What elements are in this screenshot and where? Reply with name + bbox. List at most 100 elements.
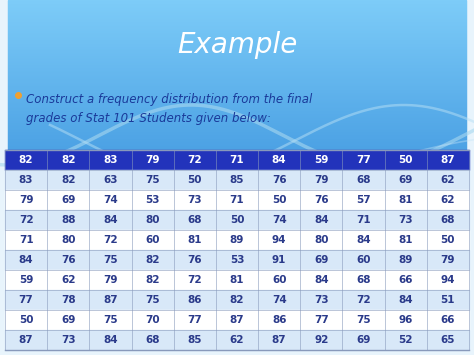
- Text: 80: 80: [314, 235, 328, 245]
- Text: 62: 62: [230, 335, 244, 345]
- Bar: [8, 48, 466, 49]
- Text: 77: 77: [314, 315, 329, 325]
- Bar: [8, 65, 466, 66]
- Text: 78: 78: [61, 295, 75, 305]
- Text: 84: 84: [356, 235, 371, 245]
- Bar: [8, 26, 466, 27]
- Text: 66: 66: [399, 275, 413, 285]
- Text: 73: 73: [399, 215, 413, 225]
- Bar: [8, 154, 466, 155]
- Bar: [8, 29, 466, 30]
- Bar: [8, 13, 466, 15]
- Bar: [8, 93, 466, 94]
- Text: 60: 60: [146, 235, 160, 245]
- Bar: [8, 50, 466, 51]
- Bar: [8, 161, 466, 162]
- Bar: [8, 113, 466, 114]
- Text: 91: 91: [272, 255, 286, 265]
- Bar: [8, 15, 466, 16]
- Text: 82: 82: [146, 255, 160, 265]
- Bar: [8, 21, 466, 22]
- Text: 71: 71: [356, 215, 371, 225]
- Text: 87: 87: [441, 155, 455, 165]
- Bar: [8, 111, 466, 113]
- Bar: [8, 76, 466, 77]
- Text: 77: 77: [187, 315, 202, 325]
- Bar: [8, 25, 466, 26]
- Bar: [8, 152, 466, 153]
- Bar: [8, 90, 466, 91]
- Bar: [8, 134, 466, 135]
- Text: 57: 57: [356, 195, 371, 205]
- Text: 68: 68: [356, 275, 371, 285]
- Bar: [8, 107, 466, 108]
- Text: Construct a frequency distribution from the final
grades of Stat 101 Students gi: Construct a frequency distribution from …: [26, 93, 312, 125]
- Bar: [8, 101, 466, 102]
- Text: 75: 75: [103, 315, 118, 325]
- Text: 88: 88: [61, 215, 75, 225]
- Text: 63: 63: [103, 175, 118, 185]
- Bar: [5, 330, 469, 350]
- Bar: [8, 170, 466, 171]
- Bar: [8, 168, 466, 169]
- Bar: [8, 169, 466, 170]
- Bar: [8, 7, 466, 8]
- Text: 72: 72: [356, 295, 371, 305]
- Bar: [8, 158, 466, 159]
- Text: 66: 66: [441, 315, 455, 325]
- Text: 50: 50: [399, 155, 413, 165]
- Bar: [8, 96, 466, 97]
- Bar: [8, 17, 466, 18]
- Bar: [8, 132, 466, 133]
- Text: 80: 80: [61, 235, 75, 245]
- Bar: [8, 3, 466, 4]
- Text: 82: 82: [146, 275, 160, 285]
- Text: 81: 81: [188, 235, 202, 245]
- Bar: [5, 270, 469, 290]
- Text: 69: 69: [61, 195, 75, 205]
- Bar: [8, 77, 466, 78]
- Text: 62: 62: [441, 175, 455, 185]
- Bar: [8, 9, 466, 10]
- Bar: [8, 78, 466, 79]
- Bar: [8, 24, 466, 25]
- Bar: [8, 63, 466, 64]
- Text: 53: 53: [146, 195, 160, 205]
- Text: 60: 60: [356, 255, 371, 265]
- Text: 50: 50: [19, 315, 33, 325]
- Text: 62: 62: [61, 275, 75, 285]
- Text: 82: 82: [61, 155, 75, 165]
- Bar: [8, 99, 466, 100]
- Bar: [8, 46, 466, 47]
- Bar: [8, 128, 466, 129]
- Bar: [8, 88, 466, 89]
- Bar: [8, 37, 466, 38]
- Text: 86: 86: [272, 315, 286, 325]
- Bar: [8, 172, 466, 173]
- Text: 79: 79: [314, 175, 328, 185]
- Bar: [8, 70, 466, 71]
- Bar: [8, 44, 466, 45]
- Text: 70: 70: [146, 315, 160, 325]
- Bar: [8, 98, 466, 99]
- Bar: [8, 4, 466, 5]
- Bar: [8, 91, 466, 92]
- Bar: [8, 11, 466, 12]
- Bar: [8, 12, 466, 13]
- Bar: [8, 89, 466, 90]
- Bar: [5, 310, 469, 330]
- Bar: [8, 8, 466, 9]
- Bar: [8, 73, 466, 74]
- Bar: [8, 159, 466, 160]
- Text: 53: 53: [230, 255, 244, 265]
- Bar: [8, 92, 466, 93]
- Bar: [8, 81, 466, 82]
- Bar: [8, 36, 466, 37]
- Bar: [8, 119, 466, 120]
- Bar: [8, 61, 466, 62]
- Bar: [8, 67, 466, 69]
- Bar: [8, 80, 466, 81]
- Bar: [8, 127, 466, 128]
- Bar: [8, 22, 466, 23]
- Bar: [8, 39, 466, 40]
